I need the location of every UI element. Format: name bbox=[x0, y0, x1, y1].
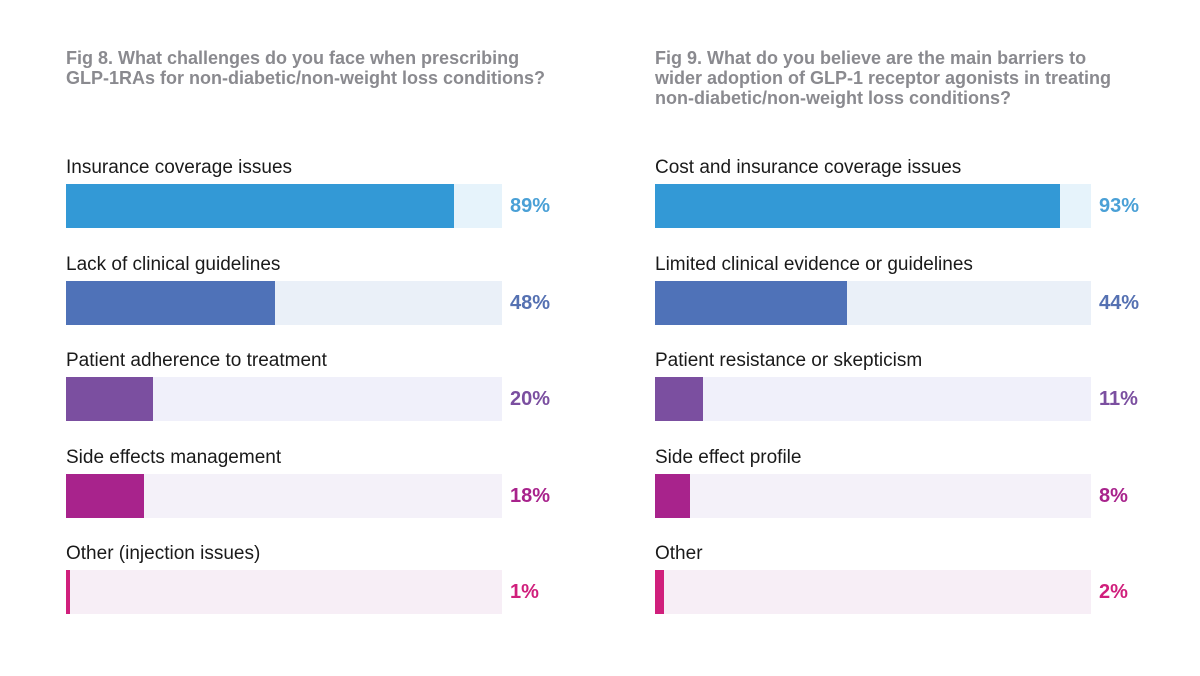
fig9-bar bbox=[655, 570, 664, 614]
fig8-bar-track bbox=[66, 280, 502, 325]
fig9-bar-track bbox=[655, 184, 1091, 228]
fig9-value-label: 2% bbox=[1099, 581, 1128, 603]
fig8-bars: Insurance coverage issues 89% Lack of clin… bbox=[66, 154, 586, 637]
fig8-value-label: 18% bbox=[510, 484, 551, 507]
fig9-bar-track bbox=[655, 280, 1091, 325]
fig8-bar-row: Insurance coverage issues 89% bbox=[66, 154, 586, 251]
fig8-bar-track bbox=[66, 184, 502, 228]
fig8-bar-row: Other (injection issues) 1% bbox=[66, 540, 586, 637]
fig8-value-label: 1% bbox=[510, 581, 539, 603]
fig9-bar bbox=[655, 377, 703, 421]
fig8-bar-track bbox=[66, 377, 502, 421]
fig8-bar-track bbox=[66, 570, 502, 614]
fig8-bar-row: Patient adherence to treatment 20% bbox=[66, 347, 586, 444]
fig8-title: Fig 8. What challenges do you face when … bbox=[66, 48, 545, 88]
fig8-value-label: 20% bbox=[510, 388, 551, 410]
fig8-bar bbox=[66, 184, 455, 228]
fig8-category-label: Insurance coverage issues bbox=[66, 157, 293, 178]
fig8-bar bbox=[66, 570, 71, 614]
fig9-bar bbox=[655, 473, 690, 518]
fig8-bar-row: Side effects management 18% bbox=[66, 444, 586, 541]
fig9-bar-row: Limited clinical evidence or guidelines 4… bbox=[655, 251, 1175, 348]
fig9-bar-track bbox=[655, 570, 1091, 614]
fig8-bar-row: Lack of clinical guidelines 48% bbox=[66, 251, 586, 348]
fig9-bar-row: Side effect profile 8% bbox=[655, 444, 1175, 541]
fig9-category-label: Patient resistance or skepticism bbox=[655, 350, 923, 371]
fig8-category-label: Lack of clinical guidelines bbox=[66, 253, 281, 275]
fig9-category-label: Limited clinical evidence or guidelines bbox=[655, 253, 973, 275]
fig9-category-label: Side effect profile bbox=[655, 446, 802, 468]
fig8-value-label: 48% bbox=[510, 291, 551, 314]
fig9-bar-track bbox=[655, 473, 1091, 518]
fig9-value-label: 11% bbox=[1099, 388, 1138, 410]
fig9-value-label: 93% bbox=[1099, 195, 1140, 217]
fig8-bar-track bbox=[66, 473, 502, 518]
fig8-bar bbox=[66, 473, 145, 518]
fig9-category-label: Cost and insurance coverage issues bbox=[655, 157, 962, 178]
fig9-bar bbox=[655, 184, 1061, 228]
fig8-bar bbox=[66, 280, 276, 325]
fig9-bars: Cost and insurance coverage issues 93% Lim… bbox=[655, 154, 1175, 637]
fig9-bar-row: Other 2% bbox=[655, 540, 1175, 637]
fig8-category-label: Side effects management bbox=[66, 446, 282, 468]
fig8-category-label: Patient adherence to treatment bbox=[66, 350, 327, 371]
fig9-category-label: Other bbox=[655, 543, 703, 564]
fig9-value-label: 8% bbox=[1099, 484, 1128, 507]
fig8-value-label: 89% bbox=[510, 195, 551, 217]
fig8-category-label: Other (injection issues) bbox=[66, 543, 261, 564]
fig9-bar bbox=[655, 280, 847, 325]
fig9-value-label: 44% bbox=[1099, 291, 1140, 314]
fig9-bar-track bbox=[655, 377, 1091, 421]
fig9-title: Fig 9. What do you believe are the main … bbox=[655, 48, 1112, 108]
fig9-bar-row: Patient resistance or skepticism 11% bbox=[655, 347, 1175, 444]
fig9-bar-row: Cost and insurance coverage issues 93% bbox=[655, 154, 1175, 251]
fig8-bar bbox=[66, 377, 154, 421]
